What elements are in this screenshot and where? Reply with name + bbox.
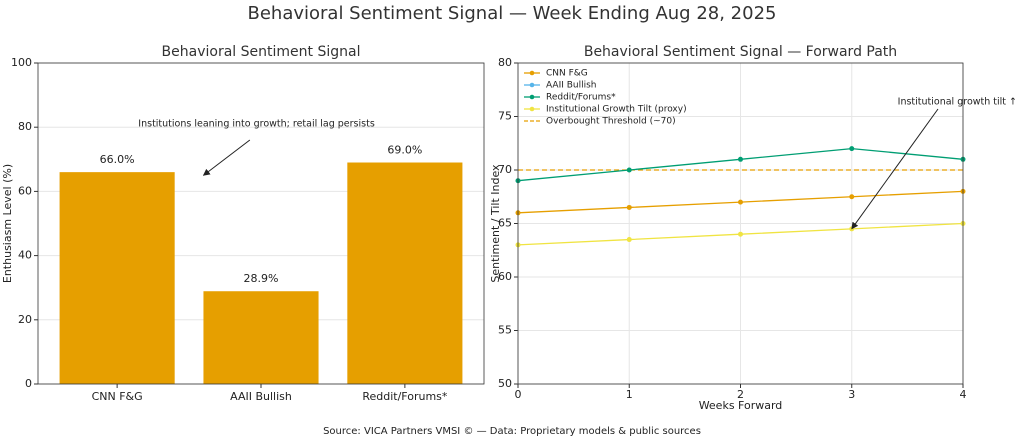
y-tick-label: 80 (18, 120, 32, 133)
chart-title: Behavioral Sentiment Signal (162, 44, 361, 60)
legend-label: Overbought Threshold (~70) (546, 117, 676, 127)
point (738, 231, 743, 237)
bar (203, 291, 319, 384)
legend-marker (529, 106, 535, 112)
data-label: 66.0% (100, 153, 135, 166)
point (849, 194, 855, 200)
annotation: Institutions leaning into growth; retail… (138, 119, 375, 130)
data-label: 69.0% (387, 144, 422, 157)
point (849, 146, 855, 152)
point (626, 167, 632, 173)
legend-marker (529, 82, 535, 88)
point (738, 156, 743, 162)
axes-frame (37, 62, 485, 385)
y-axis-label: Sentiment / Tilt Index (489, 164, 502, 283)
y-tick-label: 60 (18, 184, 32, 197)
legend-label: Institutional Growth Tilt (proxy) (546, 105, 687, 115)
annotation: Institutional growth tilt ↑ (898, 97, 1017, 108)
point (738, 199, 743, 205)
suptitle: Behavioral Sentiment Signal — Week Endin… (247, 3, 776, 24)
x-tick-label: 0 (515, 388, 522, 401)
bar (59, 172, 175, 384)
y-tick-label: 75 (498, 110, 512, 123)
legend-label: CNN F&G (546, 69, 588, 79)
data-label: 28.9% (244, 272, 279, 285)
y-tick-label: 50 (498, 377, 512, 390)
legend-label: Reddit/Forums* (546, 93, 616, 103)
annotation-arrow (851, 108, 939, 230)
y-tick-label: 80 (498, 56, 512, 69)
legend-marker (529, 94, 535, 100)
y-tick-label: 65 (498, 217, 512, 230)
y-tick-label: 60 (498, 270, 512, 283)
annotation-arrow (202, 139, 251, 176)
point (626, 237, 632, 243)
legend-marker (529, 70, 535, 76)
bar (347, 162, 463, 384)
y-tick-label: 0 (25, 377, 32, 390)
point (626, 204, 632, 210)
x-tick-label: 2 (737, 388, 744, 401)
y-tick-label: 20 (18, 313, 32, 326)
x-tick-label: AAII Bullish (230, 390, 292, 403)
y-axis-label: Enthusiasm Level (%) (1, 164, 14, 283)
axes-frame (517, 62, 964, 385)
y-tick-label: 100 (11, 56, 32, 69)
y-tick-label: 40 (18, 249, 32, 262)
legend-label: AAII Bullish (546, 81, 597, 91)
x-tick-label: 4 (960, 388, 967, 401)
y-tick-label: 70 (498, 163, 512, 176)
x-tick-label: CNN F&G (92, 390, 143, 403)
y-tick-label: 55 (498, 324, 512, 337)
x-axis-label: Weeks Forward (699, 399, 783, 412)
x-tick-label: 3 (848, 388, 855, 401)
chart-title: Behavioral Sentiment Signal — Forward Pa… (584, 44, 897, 60)
footer: Source: VICA Partners VMSI © — Data: Pro… (323, 426, 701, 437)
x-tick-label: 1 (626, 388, 633, 401)
x-tick-label: Reddit/Forums* (362, 390, 448, 403)
